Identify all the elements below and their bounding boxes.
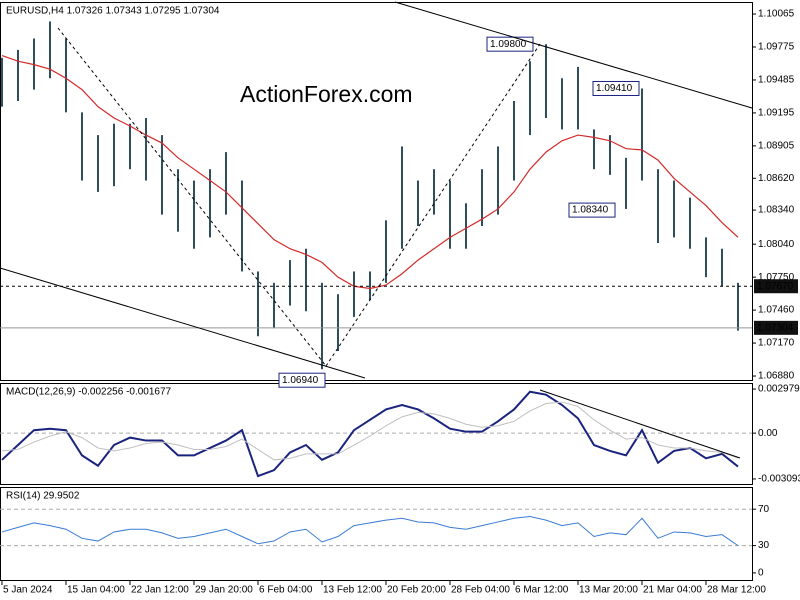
- macd-panel: [0, 383, 753, 485]
- y-tick-label: 1.08620: [758, 173, 795, 184]
- price-level-box: [754, 320, 798, 335]
- x-tick-label: 6 Mar 12:00: [515, 585, 569, 596]
- x-tick-label: 21 Mar 04:00: [643, 585, 702, 596]
- annotation-label: 1.09800: [490, 39, 527, 50]
- y-tick-label: 1.10065: [758, 9, 795, 20]
- x-tick-label: 29 Jan 20:00: [195, 585, 253, 596]
- price-panel: [0, 2, 753, 381]
- y-tick-label: 30: [758, 540, 770, 551]
- price-level-label: 1.07304: [757, 322, 794, 333]
- y-tick-label: 1.07460: [758, 305, 795, 316]
- x-tick-label: 6 Feb 04:00: [259, 585, 313, 596]
- rsi-panel: [0, 487, 753, 581]
- watermark: ActionForex.com: [240, 81, 413, 107]
- y-tick-label: 0: [758, 568, 764, 579]
- x-tick-label: 22 Jan 12:00: [131, 585, 189, 596]
- moving-average: [1, 54, 739, 290]
- y-tick-label: 70: [758, 504, 770, 515]
- y-tick-label: -0.003093: [758, 474, 800, 485]
- y-tick-label: 1.09775: [758, 42, 795, 53]
- trend-line: [325, 43, 541, 367]
- x-tick-label: 28 Mar 12:00: [707, 585, 766, 596]
- annotation-label: 1.08340: [572, 205, 609, 216]
- x-tick-label: 13 Mar 20:00: [579, 585, 638, 596]
- annotation-box: [278, 372, 326, 388]
- trend-lines: [0, 1, 753, 459]
- series-line: [1, 390, 739, 478]
- annotation-box: [568, 202, 616, 218]
- price-level-label: 1.07670: [757, 281, 794, 292]
- y-tick-label: 0.00: [758, 428, 778, 439]
- y-tick-label: 1.08040: [758, 239, 795, 250]
- y-tick-label: 1.07750: [758, 272, 795, 283]
- panel-title: RSI(14) 29.9502: [6, 491, 80, 502]
- y-tick-label: 1.07170: [758, 338, 795, 349]
- trend-line: [0, 267, 366, 379]
- x-tick-label: 15 Jan 04:00: [67, 585, 125, 596]
- annotation-box: [486, 36, 534, 52]
- price-level-box: [754, 279, 798, 294]
- series-line: [1, 515, 739, 547]
- series-line: [1, 401, 739, 461]
- panel-title: EURUSD,H4 1.07326 1.07343 1.07295 1.0730…: [6, 6, 220, 17]
- panel-title: MACD(12,26,9) -0.002256 -0.001677: [6, 387, 172, 398]
- annotation-box: [592, 80, 640, 96]
- x-tick-label: 28 Feb 04:00: [451, 585, 510, 596]
- x-tick-label: 20 Feb 20:00: [387, 585, 446, 596]
- panel-frames: [0, 2, 753, 581]
- y-tick-label: 1.08340: [758, 205, 795, 216]
- x-tick-label: 13 Feb 12:00: [323, 585, 382, 596]
- annotation-label: 1.09410: [596, 83, 633, 94]
- annotation-label: 1.06940: [282, 375, 319, 386]
- trend-line: [394, 1, 753, 109]
- y-tick-label: 1.08905: [758, 141, 795, 152]
- x-tick-label: 5 Jan 2024: [3, 585, 53, 596]
- y-tick-label: 1.09195: [758, 108, 795, 119]
- trend-line: [539, 389, 741, 459]
- y-tick-label: 0.002979: [758, 384, 800, 395]
- y-tick-label: 1.06880: [758, 371, 795, 382]
- y-tick-label: 1.09485: [758, 75, 795, 86]
